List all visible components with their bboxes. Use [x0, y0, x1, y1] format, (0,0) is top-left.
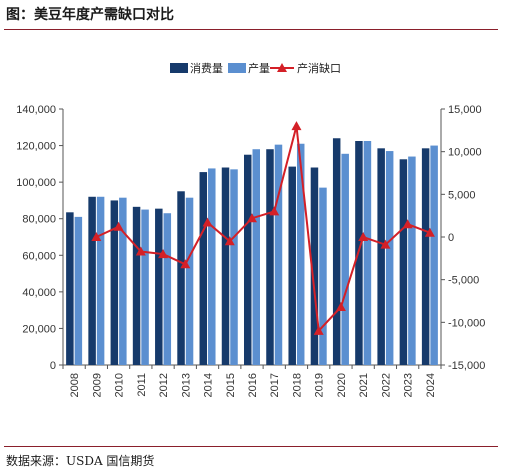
left-tick-label: 120,000: [16, 141, 56, 153]
gap-point-marker: [358, 232, 369, 241]
title-rule: [4, 29, 498, 30]
left-tick-label: 60,000: [22, 250, 56, 262]
x-tick-label: 2018: [291, 373, 303, 397]
bar-production: [230, 169, 238, 365]
right-tick-label: -10,000: [448, 317, 485, 329]
bar-production: [341, 153, 349, 365]
x-tick-label: 2010: [114, 373, 126, 397]
x-tick-label: 2023: [403, 373, 415, 397]
x-tick-label: 2012: [158, 373, 170, 397]
left-tick-label: 80,000: [22, 214, 56, 226]
source-rule: [4, 446, 498, 447]
gap-point-marker: [135, 246, 146, 256]
bar-consumption: [244, 154, 252, 365]
gap-point-marker: [269, 206, 280, 216]
gap-point-marker: [180, 259, 191, 269]
x-tick-label: 2015: [225, 373, 237, 397]
x-tick-label: 2016: [247, 373, 259, 397]
bar-consumption: [66, 212, 74, 365]
bar-production: [141, 209, 149, 365]
bar-consumption: [88, 196, 96, 365]
gap-point-marker: [291, 121, 302, 131]
right-tick-label: 5,000: [448, 189, 476, 201]
gap-point-marker: [247, 213, 257, 223]
source-note: 数据来源：USDA 国信期货: [6, 454, 155, 468]
x-tick-label: 2009: [91, 373, 103, 397]
bar-consumption: [177, 191, 185, 365]
bar-production: [296, 143, 305, 365]
bar-production: [163, 213, 172, 365]
x-tick-label: 2024: [425, 373, 437, 397]
bar-consumption: [132, 206, 141, 365]
bar-consumption: [266, 149, 274, 365]
bar-production: [208, 168, 216, 365]
x-tick-label: 2017: [269, 373, 281, 397]
bar-production: [363, 141, 372, 365]
gap-point-marker: [158, 249, 169, 259]
bar-consumption: [110, 200, 119, 365]
gap-line: [95, 125, 431, 334]
bar-consumption: [155, 208, 163, 365]
left-tick-label: 140,000: [16, 104, 56, 116]
bar-consumption: [332, 138, 341, 365]
gap-point-marker: [335, 301, 346, 311]
legend-label-production: 产量: [248, 61, 270, 75]
x-tick-labels: 2008 2009 2010 2011 2012 2013 2014 2015 2016 2017…: [69, 373, 437, 397]
right-tick-label: -15,000: [448, 360, 485, 372]
bar-consumption: [221, 167, 230, 365]
gap-point-marker: [113, 221, 124, 231]
x-tick-label: 2022: [380, 373, 392, 397]
x-tick-label: 2013: [180, 373, 192, 397]
bar-consumption: [288, 166, 296, 365]
bar-consumption: [310, 167, 319, 365]
bar-production: [252, 149, 260, 365]
x-tick-label: 2021: [358, 373, 370, 397]
left-tick-label: 100,000: [16, 177, 56, 189]
bar-production: [319, 187, 327, 365]
bar-production: [408, 156, 416, 365]
right-tick-label: 10,000: [448, 147, 482, 159]
legend: 消费量 产量 产消缺口: [170, 61, 341, 75]
legend-swatch-consumption: [170, 63, 188, 73]
legend-label-consumption: 消费量: [190, 61, 223, 75]
x-tick-label: 2008: [69, 373, 81, 397]
x-tick-label: 2020: [336, 373, 348, 397]
x-tick-label: 2014: [203, 373, 215, 397]
legend-swatch-production: [228, 63, 246, 73]
gap-point-marker: [402, 219, 413, 229]
legend-label-gap: 产消缺口: [297, 61, 341, 75]
x-tick-label: 2011: [136, 373, 148, 397]
bar-consumption: [377, 148, 385, 365]
right-tick-label: -5,000: [448, 275, 479, 287]
bar-production: [274, 144, 283, 365]
bars: [66, 138, 438, 365]
bar-production: [96, 196, 105, 365]
bar-production: [430, 145, 438, 365]
bar-production: [74, 216, 83, 365]
bar-production: [119, 197, 127, 365]
gap-point-marker: [202, 217, 213, 227]
gap-point-marker: [224, 236, 235, 246]
left-tick-label: 20,000: [22, 323, 56, 335]
bar-consumption: [199, 172, 208, 365]
bar-consumption: [399, 159, 408, 365]
figure-title: 图：美豆年度产需缺口对比: [6, 7, 174, 23]
gap-line-series: [91, 121, 435, 335]
right-tick-label: 15,000: [448, 104, 482, 116]
bar-consumption: [421, 148, 430, 365]
gap-point-marker: [313, 325, 324, 335]
left-tick-label: 40,000: [22, 287, 56, 299]
gap-point-marker: [91, 232, 102, 241]
bar-production: [385, 151, 394, 365]
bar-production: [185, 197, 194, 365]
left-tick-label: 0: [50, 360, 56, 372]
right-tick-label: 0: [448, 232, 454, 244]
gap-point-marker: [380, 239, 391, 249]
gap-point-marker: [424, 227, 435, 237]
x-tick-label: 2019: [314, 373, 326, 397]
legend-swatch-gap-marker: [277, 63, 287, 72]
axes: 0 20,000 40,000 60,000 80,000 100,000 120,000 1…: [16, 104, 485, 372]
